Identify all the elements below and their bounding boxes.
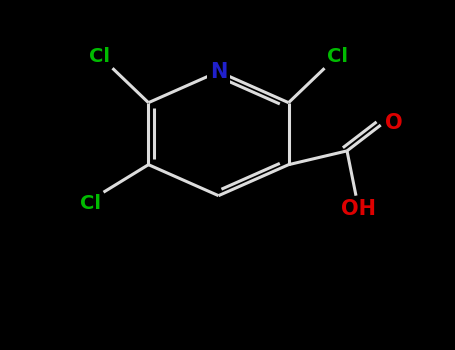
Text: Cl: Cl [80, 194, 101, 213]
Text: O: O [385, 113, 403, 133]
Text: Cl: Cl [89, 48, 110, 66]
Text: N: N [210, 62, 227, 82]
Text: Cl: Cl [327, 48, 348, 66]
Text: OH: OH [341, 199, 376, 219]
